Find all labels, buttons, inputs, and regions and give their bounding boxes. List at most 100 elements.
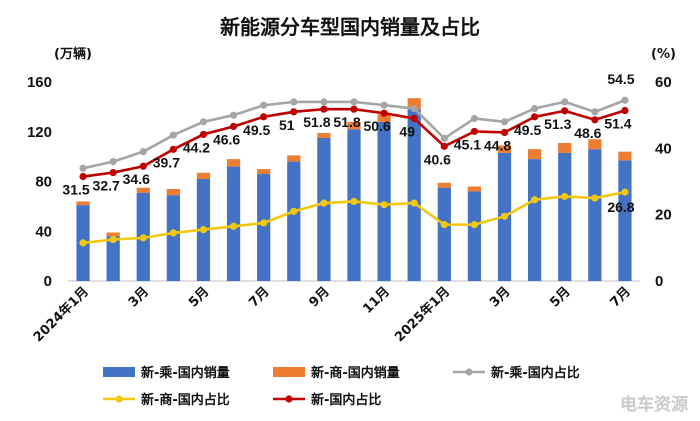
series-point-1 xyxy=(290,207,298,215)
series-point-1 xyxy=(139,234,147,242)
series-point-1 xyxy=(470,221,479,229)
series-point-0 xyxy=(500,118,509,126)
data-label: 40.6 xyxy=(424,151,451,167)
bar-passenger xyxy=(166,195,180,281)
series-point-0 xyxy=(410,104,418,113)
series-point-0 xyxy=(320,98,328,106)
data-label: 44.8 xyxy=(484,137,511,153)
x-tick-label: 5月 xyxy=(186,284,212,310)
data-label: 49.5 xyxy=(243,122,270,138)
series-point-1 xyxy=(169,229,177,237)
x-tick-label: 7月 xyxy=(246,284,272,310)
right-axis-ticks: 0 20 40 60 xyxy=(655,74,672,290)
legend-marker xyxy=(285,395,293,403)
bar-commercial xyxy=(437,182,451,188)
series-point-0 xyxy=(561,98,569,106)
series-point-0 xyxy=(380,101,388,109)
series-point-2 xyxy=(621,106,629,115)
bar-passenger xyxy=(287,161,301,281)
left-tick-label: 40 xyxy=(35,223,52,240)
series-point-2 xyxy=(139,162,147,170)
series-point-1 xyxy=(440,221,448,229)
x-tick-label: 5月 xyxy=(547,284,573,310)
series-point-2 xyxy=(410,114,418,123)
series-point-0 xyxy=(199,118,208,126)
data-label: 31.5 xyxy=(62,182,89,198)
legend-label: 新-乘-国内销量 xyxy=(141,365,230,381)
bar-passenger xyxy=(257,174,271,281)
bar-commercial xyxy=(136,187,150,193)
series-point-1 xyxy=(500,212,509,220)
data-label: 34.6 xyxy=(123,171,150,187)
legend-marker xyxy=(115,395,123,403)
left-tick-label: 0 xyxy=(44,273,52,290)
legend-label: 新-乘-国内占比 xyxy=(491,365,580,381)
series-point-1 xyxy=(229,222,238,230)
right-axis-unit: (%) xyxy=(651,47,676,62)
series-point-1 xyxy=(350,197,358,205)
legend-swatch xyxy=(273,367,305,377)
x-axis-ticks: 2024年1月 3月 5月 7月 9月 11月 2025年1月 3月 5月 7月 xyxy=(30,284,634,346)
left-tick-label: 160 xyxy=(27,74,52,91)
series-point-2 xyxy=(350,105,358,113)
data-label: 51.8 xyxy=(303,114,330,130)
bar-passenger xyxy=(437,187,451,281)
data-label: 48.6 xyxy=(574,125,601,141)
series-point-1 xyxy=(320,199,328,207)
series-point-0 xyxy=(531,104,539,113)
end-label: 26.8 xyxy=(607,199,634,215)
bar-commercial xyxy=(317,132,331,138)
bar-passenger xyxy=(528,159,542,281)
x-tick-label: 7月 xyxy=(608,284,634,310)
bar-passenger xyxy=(618,160,632,281)
bar-commercial xyxy=(287,155,301,162)
bar-commercial xyxy=(618,151,632,161)
series-point-0 xyxy=(79,164,87,172)
data-label: 51.4 xyxy=(604,116,631,132)
data-label: 39.7 xyxy=(153,154,180,170)
data-label: 51.3 xyxy=(544,116,571,132)
series-point-2 xyxy=(561,107,569,115)
series-point-2 xyxy=(109,168,117,177)
bar-commercial xyxy=(528,149,542,160)
data-label: 51.8 xyxy=(333,114,360,130)
series-point-1 xyxy=(410,199,418,207)
series-point-2 xyxy=(591,116,599,124)
bar-commercial xyxy=(106,232,120,237)
left-tick-label: 120 xyxy=(27,124,52,141)
data-label: 49.5 xyxy=(514,122,541,138)
bar-commercial xyxy=(166,188,180,196)
series-point-1 xyxy=(561,192,569,201)
data-label: 44.2 xyxy=(183,139,210,155)
left-axis-unit: (万辆) xyxy=(54,46,92,62)
data-label: 46.6 xyxy=(213,131,240,147)
data-label: 50.6 xyxy=(363,118,390,134)
series-point-0 xyxy=(591,108,599,116)
data-label: 49 xyxy=(399,123,415,139)
series-point-2 xyxy=(199,130,208,139)
bar-commercial xyxy=(588,139,602,150)
series-point-0 xyxy=(440,134,448,142)
data-label: 45.1 xyxy=(454,136,481,152)
series-point-0 xyxy=(621,96,629,104)
series-point-1 xyxy=(531,196,539,204)
series-point-2 xyxy=(470,127,479,136)
right-tick-label: 40 xyxy=(655,140,672,157)
series-point-0 xyxy=(350,98,358,106)
series-point-0 xyxy=(290,98,298,106)
series-point-2 xyxy=(290,108,298,116)
series-point-2 xyxy=(380,109,388,117)
bar-passenger xyxy=(558,152,572,281)
series-point-0 xyxy=(139,148,147,156)
series-point-2 xyxy=(320,105,328,113)
legend-swatch xyxy=(103,367,135,377)
bar-passenger xyxy=(106,236,120,281)
bar-commercial xyxy=(497,145,512,153)
series-point-1 xyxy=(260,219,268,227)
x-tick-label: 9月 xyxy=(307,284,333,310)
left-tick-label: 80 xyxy=(35,174,52,191)
bar-commercial xyxy=(226,159,241,167)
watermark: 电车资源 xyxy=(620,394,688,415)
